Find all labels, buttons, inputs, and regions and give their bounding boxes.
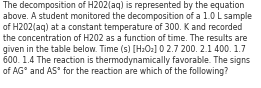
Text: The decomposition of H202(aq) is represented by the equation
above. A student mo: The decomposition of H202(aq) is represe…: [3, 1, 252, 76]
